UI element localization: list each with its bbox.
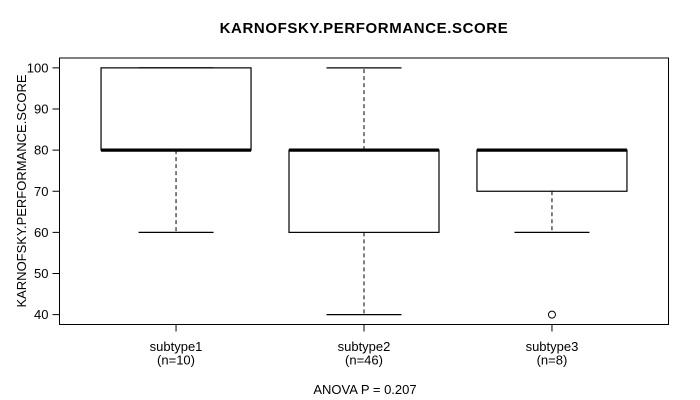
y-axis-label: KARNOFSKY.PERFORMANCE.SCORE bbox=[14, 74, 29, 307]
anova-annotation: ANOVA P = 0.207 bbox=[313, 382, 416, 397]
y-tick-label: 90 bbox=[34, 101, 48, 116]
outlier-point-subtype3 bbox=[547, 310, 556, 319]
y-tick-label: 60 bbox=[34, 225, 48, 240]
x-tick-label-subtype2: subtype2 bbox=[338, 339, 391, 354]
y-tick-label: 80 bbox=[34, 143, 48, 158]
x-tick-count-subtype2: (n=46) bbox=[345, 353, 383, 368]
y-tick-label: 50 bbox=[34, 266, 48, 281]
x-tick-count-subtype3: (n=8) bbox=[537, 353, 568, 368]
chart-title: KARNOFSKY.PERFORMANCE.SCORE bbox=[220, 20, 509, 37]
x-tick-count-subtype1: (n=10) bbox=[157, 353, 195, 368]
y-tick-label: 100 bbox=[27, 60, 49, 75]
iqr-box-subtype3 bbox=[476, 149, 628, 192]
iqr-box-subtype2 bbox=[288, 149, 440, 233]
plot-area: 405060708090100subtype1(n=10)subtype2(n=… bbox=[27, 57, 669, 368]
x-tick-label-subtype1: subtype1 bbox=[150, 339, 203, 354]
iqr-box-subtype1 bbox=[100, 67, 252, 151]
y-tick-label: 70 bbox=[34, 184, 48, 199]
x-tick-label-subtype3: subtype3 bbox=[526, 339, 579, 354]
y-tick-label: 40 bbox=[34, 307, 48, 322]
